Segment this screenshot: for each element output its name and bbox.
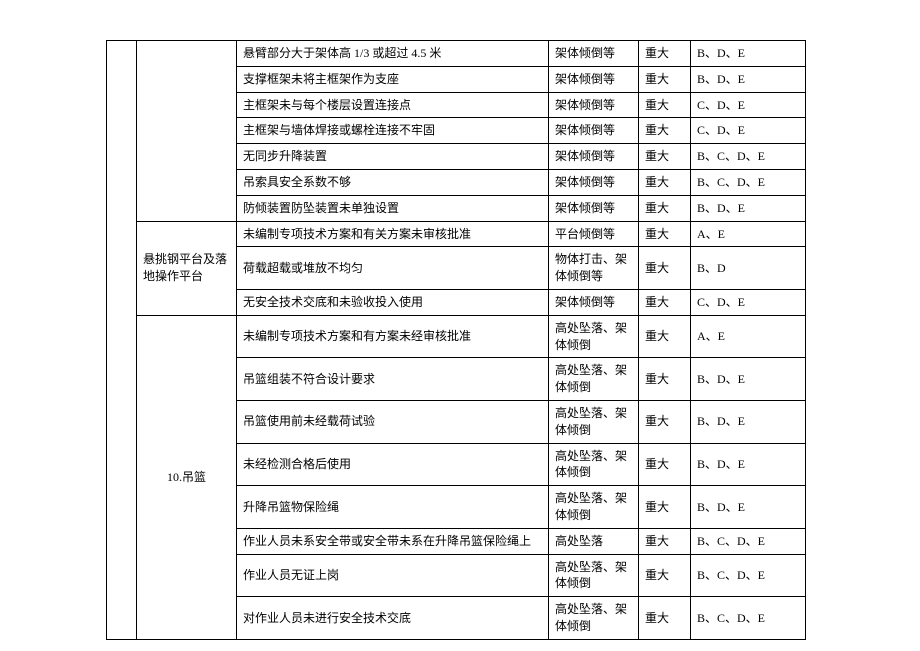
cell-code: B、D、E (691, 41, 806, 67)
cell-level: 重大 (639, 443, 691, 486)
cell-code: A、E (691, 221, 806, 247)
cell-code: B、D、E (691, 486, 806, 529)
cell-consequence: 高处坠落、架体倾倒 (549, 358, 639, 401)
cell-consequence: 高处坠落、架体倾倒 (549, 486, 639, 529)
cell-desc: 吊篮使用前未经载荷试验 (237, 400, 549, 443)
cell-level: 重大 (639, 169, 691, 195)
cell-consequence: 高处坠落、架体倾倒 (549, 400, 639, 443)
cell-code: B、D、E (691, 400, 806, 443)
cell-level: 重大 (639, 41, 691, 67)
cell-consequence: 架体倾倒等 (549, 92, 639, 118)
cell-level: 重大 (639, 315, 691, 358)
cell-desc: 主框架未与每个楼层设置连接点 (237, 92, 549, 118)
cell-consequence: 高处坠落 (549, 528, 639, 554)
cell-desc: 悬臂部分大于架体高 1/3 或超过 4.5 米 (237, 41, 549, 67)
cell-desc: 支撑框架未将主框架作为支座 (237, 66, 549, 92)
cell-code: B、D (691, 247, 806, 290)
cell-consequence: 架体倾倒等 (549, 144, 639, 170)
cell-level: 重大 (639, 486, 691, 529)
cell-group-platform: 悬挑钢平台及落地操作平台 (137, 221, 237, 315)
cell-desc: 未编制专项技术方案和有方案未经审核批准 (237, 315, 549, 358)
cell-level: 重大 (639, 554, 691, 597)
table-row: 悬挑钢平台及落地操作平台 未编制专项技术方案和有关方案未审核批准 平台倾倒等 重… (107, 221, 806, 247)
cell-level: 重大 (639, 66, 691, 92)
cell-code: B、C、D、E (691, 554, 806, 597)
cell-consequence: 物体打击、架体倾倒等 (549, 247, 639, 290)
cell-code: B、D、E (691, 66, 806, 92)
cell-consequence: 架体倾倒等 (549, 41, 639, 67)
cell-level: 重大 (639, 597, 691, 640)
cell-code: B、D、E (691, 358, 806, 401)
table-row: 悬臂部分大于架体高 1/3 或超过 4.5 米 架体倾倒等 重大 B、D、E (107, 41, 806, 67)
cell-code: C、D、E (691, 92, 806, 118)
cell-consequence: 架体倾倒等 (549, 169, 639, 195)
cell-col1-all (107, 41, 137, 640)
cell-consequence: 架体倾倒等 (549, 195, 639, 221)
cell-desc: 升降吊篮物保险绳 (237, 486, 549, 529)
cell-level: 重大 (639, 118, 691, 144)
cell-desc: 防倾装置防坠装置未单独设置 (237, 195, 549, 221)
cell-desc: 无安全技术交底和未验收投入使用 (237, 289, 549, 315)
cell-desc: 作业人员未系安全带或安全带未系在升降吊篮保险绳上 (237, 528, 549, 554)
cell-level: 重大 (639, 400, 691, 443)
cell-code: A、E (691, 315, 806, 358)
cell-code: B、C、D、E (691, 528, 806, 554)
cell-code: B、D、E (691, 443, 806, 486)
cell-level: 重大 (639, 247, 691, 290)
cell-consequence: 架体倾倒等 (549, 66, 639, 92)
table-row: 10.吊篮 未编制专项技术方案和有方案未经审核批准 高处坠落、架体倾倒 重大 A… (107, 315, 806, 358)
cell-code: B、C、D、E (691, 169, 806, 195)
cell-desc: 吊篮组装不符合设计要求 (237, 358, 549, 401)
cell-level: 重大 (639, 221, 691, 247)
cell-group-top (137, 41, 237, 222)
cell-code: B、C、D、E (691, 144, 806, 170)
cell-group-basket: 10.吊篮 (137, 315, 237, 639)
cell-consequence: 架体倾倒等 (549, 289, 639, 315)
cell-level: 重大 (639, 92, 691, 118)
cell-code: B、D、E (691, 195, 806, 221)
cell-desc: 无同步升降装置 (237, 144, 549, 170)
cell-level: 重大 (639, 528, 691, 554)
cell-desc: 对作业人员未进行安全技术交底 (237, 597, 549, 640)
cell-desc: 吊索具安全系数不够 (237, 169, 549, 195)
cell-consequence: 高处坠落、架体倾倒 (549, 315, 639, 358)
cell-desc: 荷载超载或堆放不均匀 (237, 247, 549, 290)
cell-desc: 未经检测合格后使用 (237, 443, 549, 486)
cell-consequence: 架体倾倒等 (549, 118, 639, 144)
cell-consequence: 高处坠落、架体倾倒 (549, 597, 639, 640)
cell-consequence: 高处坠落、架体倾倒 (549, 443, 639, 486)
cell-consequence: 高处坠落、架体倾倒 (549, 554, 639, 597)
cell-level: 重大 (639, 289, 691, 315)
cell-code: C、D、E (691, 118, 806, 144)
cell-level: 重大 (639, 195, 691, 221)
cell-consequence: 平台倾倒等 (549, 221, 639, 247)
cell-desc: 主框架与墙体焊接或螺栓连接不牢固 (237, 118, 549, 144)
cell-desc: 未编制专项技术方案和有关方案未审核批准 (237, 221, 549, 247)
cell-level: 重大 (639, 358, 691, 401)
cell-code: B、C、D、E (691, 597, 806, 640)
cell-level: 重大 (639, 144, 691, 170)
cell-desc: 作业人员无证上岗 (237, 554, 549, 597)
safety-table: 悬臂部分大于架体高 1/3 或超过 4.5 米 架体倾倒等 重大 B、D、E 支… (106, 40, 806, 640)
cell-code: C、D、E (691, 289, 806, 315)
